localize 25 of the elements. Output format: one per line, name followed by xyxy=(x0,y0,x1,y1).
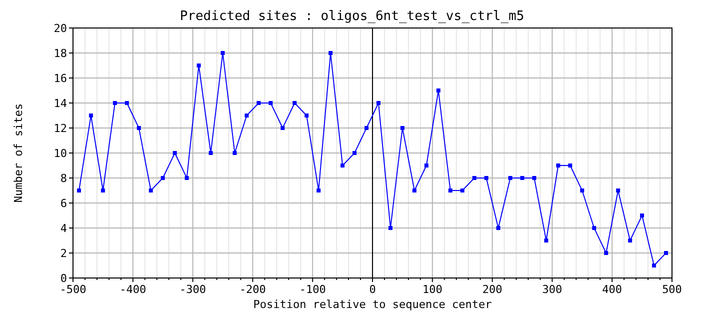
x-tick-label: 500 xyxy=(662,283,682,296)
x-tick-label: 0 xyxy=(369,283,376,296)
y-tick-label: 20 xyxy=(54,22,67,35)
x-tick-label: -200 xyxy=(239,283,266,296)
x-tick-label: 100 xyxy=(422,283,442,296)
y-axis-title: Number of sites xyxy=(12,103,25,203)
y-tick-label: 18 xyxy=(54,47,67,60)
x-tick-label: 200 xyxy=(482,283,502,296)
x-tick-label: 300 xyxy=(542,283,562,296)
y-tick-label: 16 xyxy=(54,72,67,85)
x-tick-label: 400 xyxy=(602,283,622,296)
x-axis-title: Position relative to sequence center xyxy=(253,298,492,311)
y-tick-label: 8 xyxy=(60,172,67,185)
y-tick-label: 2 xyxy=(60,247,67,260)
y-tick-label: 4 xyxy=(60,222,68,235)
x-tick-label: -100 xyxy=(299,283,326,296)
chart-title: Predicted sites : oligos_6nt_test_vs_ctrl_m5 xyxy=(180,9,524,24)
x-tick-label: -400 xyxy=(120,283,146,296)
y-tick-label: 6 xyxy=(60,197,67,210)
y-tick-label: 14 xyxy=(54,97,68,110)
x-tick-label: -300 xyxy=(180,283,206,296)
y-tick-label: 10 xyxy=(54,147,67,160)
y-tick-label: 12 xyxy=(54,122,67,135)
x-tick-label: -500 xyxy=(60,283,86,296)
y-tick-label: 0 xyxy=(60,272,67,285)
